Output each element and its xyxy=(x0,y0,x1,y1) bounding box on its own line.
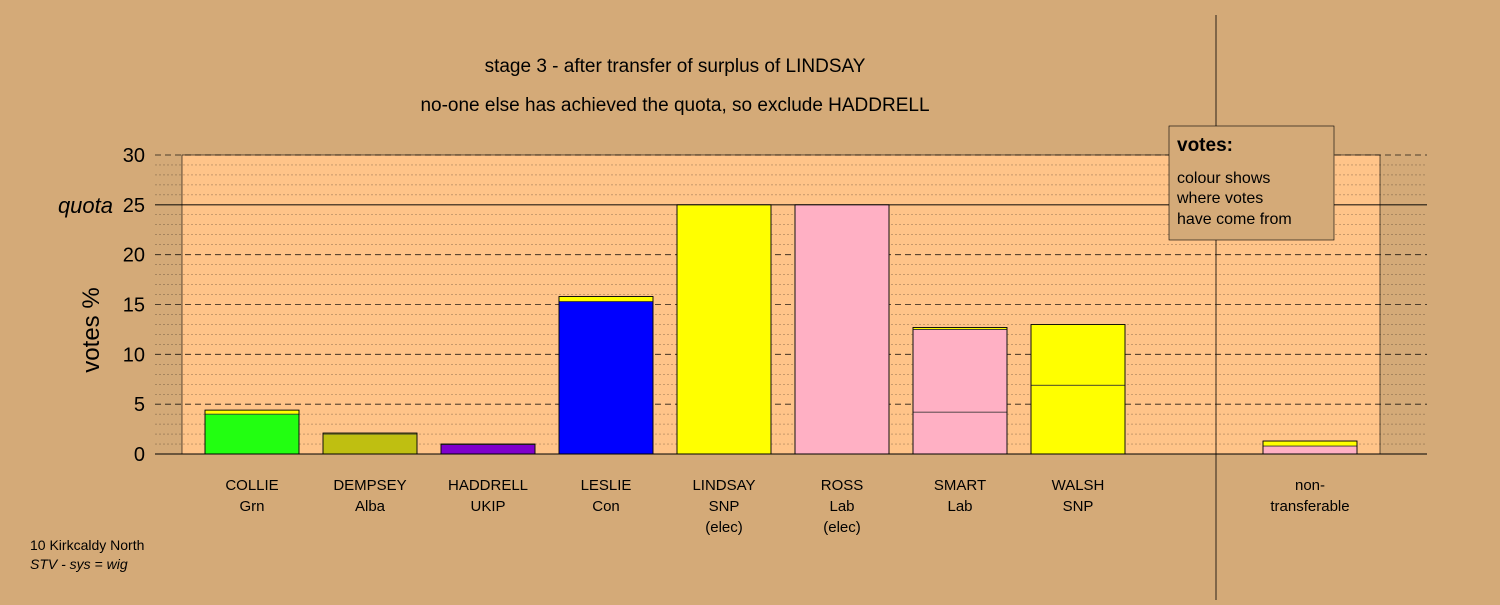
candidate-segment xyxy=(912,411,1008,455)
y-tick-label: 0 xyxy=(134,444,145,466)
nontransferable-label: transferable xyxy=(1270,498,1349,515)
y-axis-label: votes % xyxy=(78,287,105,372)
y-tick-label: 20 xyxy=(123,245,145,267)
candidate-label: LESLIE xyxy=(581,477,632,494)
candidate-segment xyxy=(676,204,772,455)
legend-line: colour shows xyxy=(1177,170,1270,187)
y-tick-label: 10 xyxy=(123,344,145,366)
bars xyxy=(204,204,1358,455)
chart-subtitle: no-one else has achieved the quota, so e… xyxy=(420,95,929,116)
candidate-label: UKIP xyxy=(470,498,505,515)
quota-label: quota xyxy=(58,193,113,218)
candidate-label: (elec) xyxy=(823,519,861,536)
y-tick-label: 5 xyxy=(134,394,145,416)
candidate-label: Lab xyxy=(829,498,854,515)
candidate-segment xyxy=(204,409,300,415)
y-tick-label: 15 xyxy=(123,295,145,317)
candidate-segment xyxy=(912,329,1008,413)
legend-line: have come from xyxy=(1177,211,1292,228)
candidate-segment xyxy=(1030,384,1126,455)
candidate-label: WALSH xyxy=(1052,477,1105,494)
candidate-label: COLLIE xyxy=(225,477,278,494)
y-tick-label: 30 xyxy=(123,145,145,167)
candidate-label: SMART xyxy=(934,477,986,494)
candidate-segment xyxy=(558,296,654,302)
nontransferable-label: non- xyxy=(1295,477,1325,494)
candidate-label: (elec) xyxy=(705,519,743,536)
candidate-label: SNP xyxy=(709,498,740,515)
chart-title: stage 3 - after transfer of surplus of L… xyxy=(485,56,866,77)
candidate-label: ROSS xyxy=(821,477,864,494)
candidate-label: Grn xyxy=(239,498,264,515)
candidate-segment xyxy=(794,204,890,455)
candidate-label: SNP xyxy=(1063,498,1094,515)
candidate-segment xyxy=(558,301,654,455)
nontransferable-segment xyxy=(1262,445,1358,455)
axes: 0 5 10 15 20 25 30 quota COLLIE Grn DEMPSEY Alba HAD… xyxy=(58,15,1427,600)
legend-line: where votes xyxy=(1176,190,1263,207)
candidate-segment xyxy=(204,413,300,455)
candidate-label: Lab xyxy=(947,498,972,515)
y-tick-label: 25 xyxy=(123,195,145,217)
candidate-label: LINDSAY xyxy=(692,477,755,494)
candidate-segment xyxy=(1030,324,1126,386)
candidate-segment xyxy=(440,444,536,455)
candidate-label: HADDRELL xyxy=(448,477,528,494)
candidate-label: Con xyxy=(592,498,620,515)
footer-constituency: 10 Kirkcaldy North xyxy=(30,537,144,553)
candidate-label: DEMPSEY xyxy=(333,477,406,494)
legend-title: votes: xyxy=(1177,135,1233,156)
legend-box: votes: colour shows where votes have com… xyxy=(1168,125,1335,241)
footer-system: STV - sys = wig xyxy=(30,556,128,572)
nontransferable-segment xyxy=(1262,440,1358,447)
candidate-segment xyxy=(322,433,418,455)
candidate-label: Alba xyxy=(355,498,386,515)
